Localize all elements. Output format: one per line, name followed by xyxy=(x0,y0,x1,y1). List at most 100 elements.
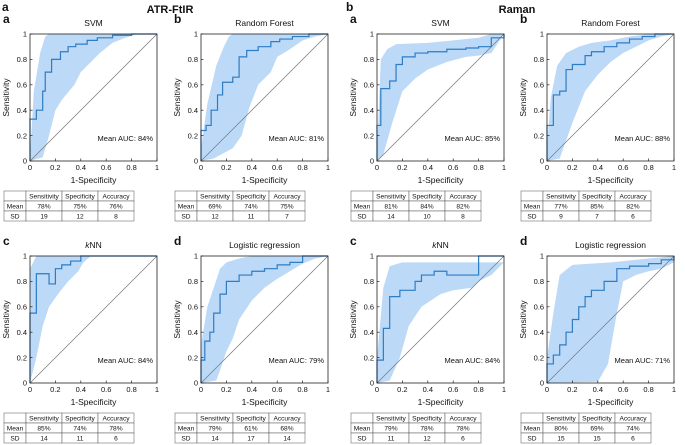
y-tick-label: 0.2 xyxy=(17,353,27,362)
table-value: 9 xyxy=(559,214,563,221)
table-header: Sensitivity xyxy=(200,416,230,423)
x-tick-label: 0.4 xyxy=(423,163,433,172)
stats-table: Sensitivity Specificity Accuracy Mean 85% 74%… xyxy=(3,412,135,444)
chance-diagonal xyxy=(376,255,505,384)
table-value: 78% xyxy=(37,204,50,211)
y-tick-label: 0 xyxy=(370,157,374,166)
y-tick-label: 0 xyxy=(194,157,198,166)
table-header: Specificity xyxy=(412,416,442,423)
auc-annotation: Mean AUC: 88% xyxy=(615,134,671,143)
y-tick-label: 0.8 xyxy=(188,55,198,64)
auc-annotation: Mean AUC: 84% xyxy=(445,356,501,365)
y-axis-label: Sensitivity xyxy=(172,300,182,339)
y-axis-label: Sensitivity xyxy=(348,300,358,339)
stats-table: Sensitivity Specificity Accuracy Mean 69% 74%… xyxy=(174,190,306,222)
table-row-label: SD xyxy=(181,214,190,221)
chance-diagonal xyxy=(200,33,329,162)
auc-annotation: Mean AUC: 85% xyxy=(445,134,501,143)
table-value: 14 xyxy=(387,214,395,221)
x-tick-label: 0.2 xyxy=(397,385,407,394)
table-value: 17 xyxy=(247,436,255,443)
roc-curve xyxy=(200,255,328,383)
y-tick-label: 0.6 xyxy=(364,303,374,312)
table-cell xyxy=(268,432,306,444)
table-value: 11 xyxy=(388,436,395,443)
table-value: 78% xyxy=(109,426,122,433)
y-tick-label: 0.4 xyxy=(188,328,198,337)
stats-table: Sensitivity Specificity Accuracy Mean 79% 78%… xyxy=(350,412,482,444)
roc-curve xyxy=(29,33,157,161)
x-tick-label: 0.6 xyxy=(618,163,628,172)
table-value: 14 xyxy=(211,436,219,443)
panel-title: kNN xyxy=(85,240,102,250)
y-tick-label: 0.4 xyxy=(534,328,544,337)
table-header: Sensitivity xyxy=(29,194,59,201)
panel-title: Random Forest xyxy=(581,18,640,28)
stats-table: Sensitivity Specificity Accuracy Mean 77% 85%… xyxy=(520,190,652,222)
x-tick-label: 0.2 xyxy=(221,163,231,172)
x-tick-label: 1 xyxy=(155,163,159,172)
table-value: 6 xyxy=(631,214,635,221)
x-tick-label: 0.2 xyxy=(221,385,231,394)
section-b-letter: b xyxy=(346,0,353,14)
roc-confidence-band xyxy=(201,256,328,383)
y-tick-label: 1 xyxy=(23,30,27,39)
plot-frame xyxy=(546,33,675,162)
y-tick-label: 0.8 xyxy=(17,277,27,286)
y-tick-label: 0.4 xyxy=(17,106,27,115)
x-tick-label: 1 xyxy=(502,385,506,394)
section-b-title: Raman xyxy=(499,4,536,16)
x-tick-label: 0.8 xyxy=(126,163,136,172)
table-value: 81% xyxy=(384,204,397,211)
table-value: 7 xyxy=(285,214,289,221)
x-tick-label: 0.4 xyxy=(247,163,257,172)
table-value: 7 xyxy=(595,214,599,221)
table-header: Accuracy xyxy=(102,416,130,423)
table-cell xyxy=(97,210,135,222)
roc-confidence-band xyxy=(377,34,504,161)
x-tick-label: 0.6 xyxy=(101,163,111,172)
roc-panel-4: b Random Forest 0 0.2 0.4 0.6 0.8 1 0 0.2 0.4 0.6 0.… xyxy=(518,12,676,222)
x-tick-label: 0.4 xyxy=(423,385,433,394)
chance-diagonal xyxy=(29,255,158,384)
panel-letter: d xyxy=(174,234,181,248)
roc-curve xyxy=(29,255,157,383)
roc-panel-1: a SVM 0 0.2 0.4 0.6 0.8 1 0 0.2 0.4 0.6 0.8 1 1-Specif… xyxy=(1,12,159,222)
x-axis-label: 1-Specificity xyxy=(588,175,635,185)
table-value: 12 xyxy=(423,436,431,443)
table-value: 69% xyxy=(208,204,221,211)
table-cell xyxy=(97,432,135,444)
table-value: 61% xyxy=(244,426,257,433)
table-value: 82% xyxy=(626,204,639,211)
table-header: Accuracy xyxy=(449,194,477,201)
table-cell xyxy=(350,190,374,202)
stats-table: Sensitivity Specificity Accuracy Mean 79% 61%… xyxy=(174,412,306,444)
x-tick-label: 0 xyxy=(545,163,549,172)
y-axis-label: Sensitivity xyxy=(518,78,528,117)
table-header: Sensitivity xyxy=(546,416,576,423)
table-value: 79% xyxy=(384,426,397,433)
panel-letter: b xyxy=(520,12,527,26)
y-tick-label: 0.2 xyxy=(188,353,198,362)
table-value: 80% xyxy=(554,426,567,433)
x-tick-label: 0.2 xyxy=(567,163,577,172)
stats-table: Sensitivity Specificity Accuracy Mean 78% 75%… xyxy=(3,190,135,222)
y-tick-label: 0.6 xyxy=(17,81,27,90)
x-tick-label: 0.6 xyxy=(101,385,111,394)
x-tick-label: 0.4 xyxy=(593,385,603,394)
chance-diagonal xyxy=(546,255,675,384)
roc-confidence-band xyxy=(377,262,504,383)
auc-annotation: Mean AUC: 71% xyxy=(615,356,671,365)
panel-title: SVM xyxy=(431,18,449,28)
x-tick-label: 0 xyxy=(199,385,203,394)
table-value: 12 xyxy=(211,214,219,221)
table-row-label: SD xyxy=(527,214,536,221)
x-tick-label: 1 xyxy=(672,385,676,394)
table-row-label: SD xyxy=(10,214,19,221)
x-tick-label: 0 xyxy=(545,385,549,394)
x-tick-label: 0 xyxy=(375,163,379,172)
x-tick-label: 0.6 xyxy=(448,385,458,394)
table-value: 82% xyxy=(456,204,469,211)
table-value: 75% xyxy=(73,204,86,211)
